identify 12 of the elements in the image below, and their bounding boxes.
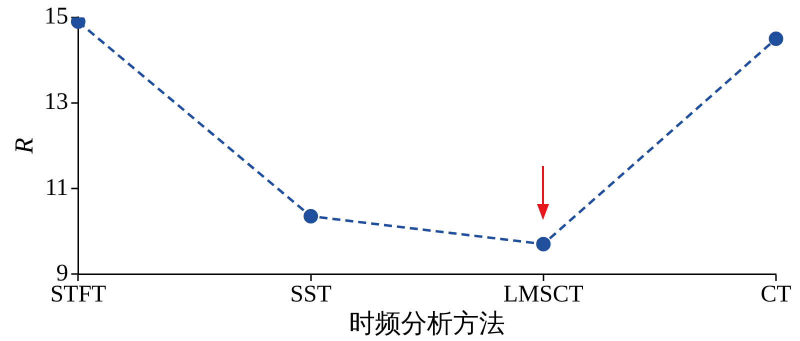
y-tick-label: 11 <box>45 174 68 201</box>
y-tick-label: 13 <box>44 89 68 116</box>
point <box>536 236 551 252</box>
point <box>304 209 318 224</box>
x-axis-title: 时频分析方法 <box>349 309 506 338</box>
y-axis-title: R <box>9 138 38 155</box>
y-tick-label: 15 <box>44 4 68 30</box>
x-tick-label: CT <box>760 282 792 308</box>
x-tick-label: SST <box>290 282 332 308</box>
point <box>70 17 86 29</box>
x-tick-label: LMSCT <box>503 282 584 308</box>
point <box>768 32 784 46</box>
